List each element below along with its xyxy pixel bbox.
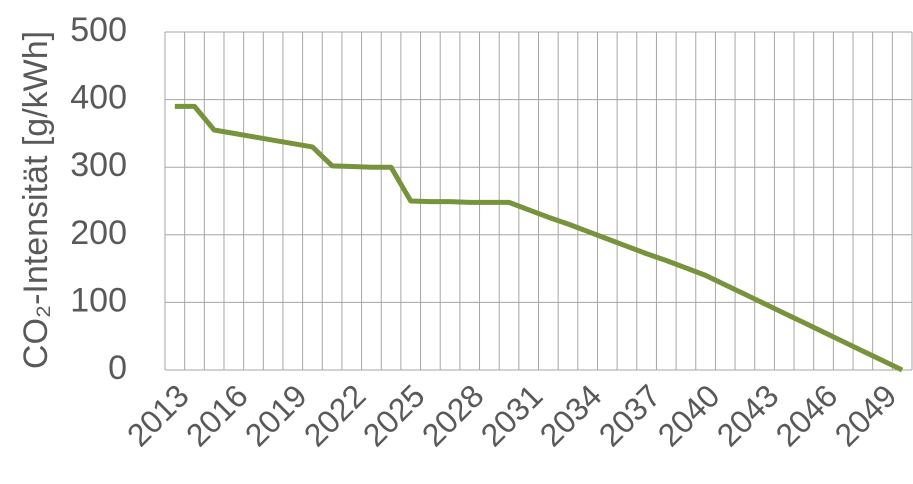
y-tick-label: 200 xyxy=(70,214,127,252)
x-tick-label: 2013 xyxy=(120,377,196,453)
x-tick-label: 2031 xyxy=(474,377,550,453)
x-tick-label: 2016 xyxy=(179,377,255,453)
x-tick-label: 2034 xyxy=(533,377,609,453)
y-axis-title: CO₂-Intensität [g/kWh] xyxy=(17,31,55,369)
x-tick-label: 2049 xyxy=(828,377,904,453)
x-tick-label: 2028 xyxy=(415,377,491,453)
y-tick-label: 0 xyxy=(108,349,127,387)
y-tick-label: 300 xyxy=(70,146,127,184)
y-tick-label: 100 xyxy=(70,281,127,319)
x-tick-label: 2025 xyxy=(356,377,432,453)
x-tick-label: 2037 xyxy=(592,377,668,453)
x-tick-label: 2022 xyxy=(297,377,373,453)
data-line xyxy=(174,103,904,373)
x-tick-label: 2046 xyxy=(769,377,845,453)
x-tick-label: 2043 xyxy=(710,377,786,453)
y-tick-label: 400 xyxy=(70,79,127,117)
y-tick-label: 500 xyxy=(70,11,127,49)
x-tick-label: 2019 xyxy=(238,377,314,453)
x-tick-label: 2040 xyxy=(651,377,727,453)
